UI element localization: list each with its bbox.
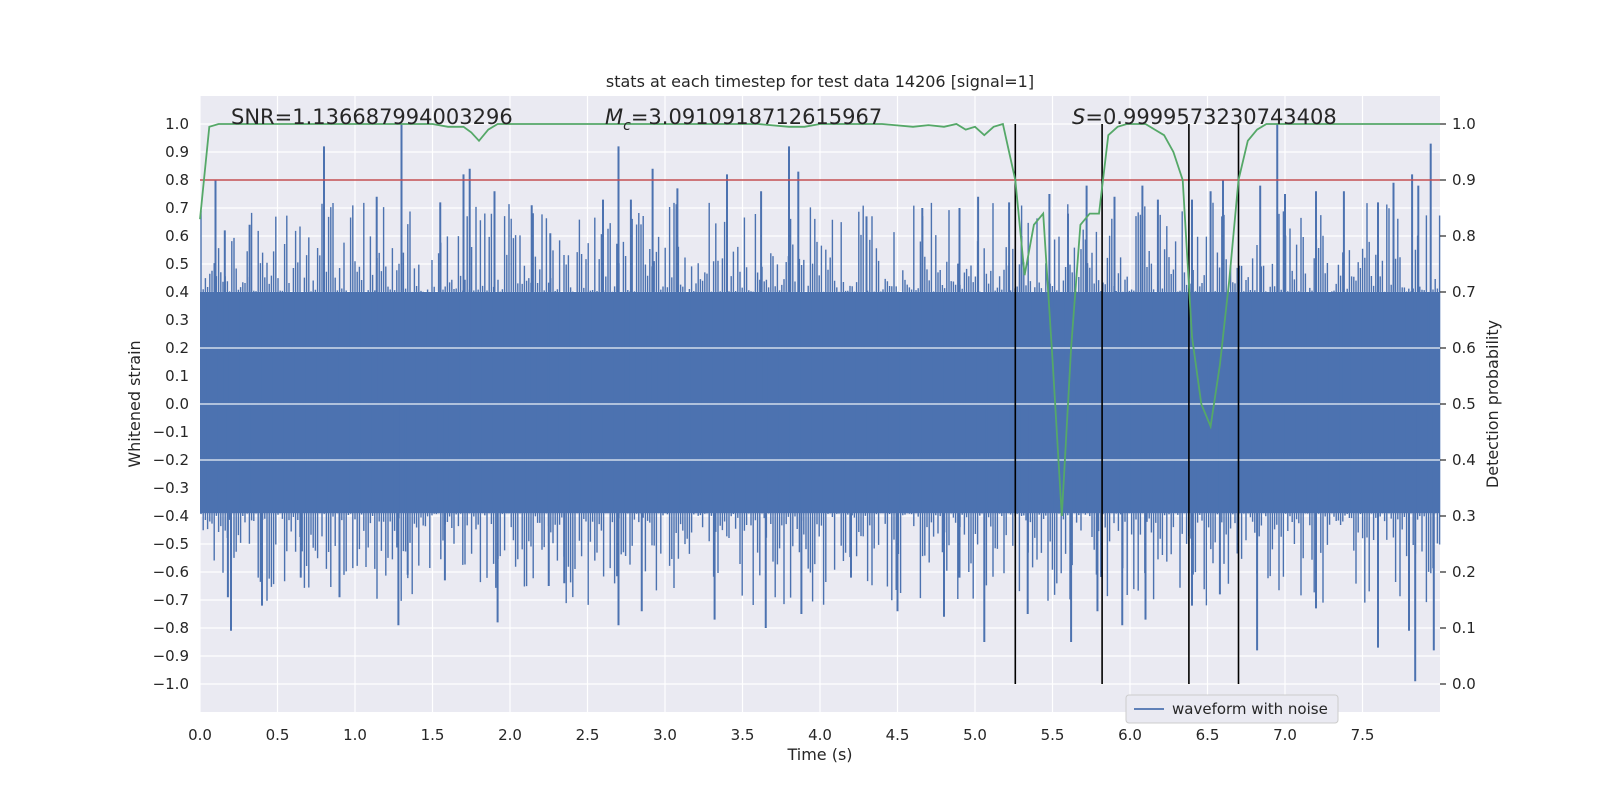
chirp-mass-value: =3.0910918712615967 — [631, 105, 882, 129]
y-tick-label: −0.7 — [153, 591, 189, 609]
y-tick-label: 0.0 — [165, 395, 189, 413]
event-lines — [1014, 124, 1240, 684]
y2-tick-label: 0.1 — [1452, 619, 1476, 637]
x-tick-label: 5.5 — [1041, 726, 1065, 744]
legend-box — [1125, 694, 1339, 724]
y2-tick-label: 0.4 — [1452, 451, 1476, 469]
x-tick-label: 6.5 — [1196, 726, 1220, 744]
y-tick-label: −0.3 — [153, 479, 189, 497]
y2-tick-label: 0.3 — [1452, 507, 1476, 525]
x-tick-label: 0.0 — [188, 726, 212, 744]
chirp-mass-annotation: Mc=3.0910918712615967 — [605, 105, 882, 134]
y2-tick-label: 0.5 — [1452, 395, 1476, 413]
y2-tick-label: 1.0 — [1452, 115, 1476, 133]
y-tick-label: −0.6 — [153, 563, 189, 581]
x-tick-labels: 0.0 0.5 1.0 1.5 2.0 2.5 3.0 3.5 4.0 4.5 5.0 5.5 6.0 6… — [188, 726, 1374, 744]
x-tick-label: 2.5 — [576, 726, 600, 744]
y-tick-label: 0.5 — [165, 255, 189, 273]
y-tick-label: −0.5 — [153, 535, 189, 553]
y-tick-label: 0.9 — [165, 143, 189, 161]
y-tick-labels: 1.0 0.9 0.8 0.7 0.6 0.5 0.4 0.3 0.2 0.1 0.0 −0.1 −0.… — [153, 115, 189, 693]
chirp-mass-symbol: M — [605, 105, 623, 129]
y2-tick-labels: 1.0 0.9 0.8 0.7 0.6 0.5 0.4 0.3 0.2 0.1 0.0 — [1440, 115, 1476, 693]
y-tick-label: −0.9 — [153, 647, 189, 665]
y-axis-label: Whitened strain — [125, 340, 144, 467]
x-tick-label: 5.0 — [963, 726, 987, 744]
x-tick-label: 0.5 — [266, 726, 290, 744]
y-tick-label: 0.6 — [165, 227, 189, 245]
detection-stat-annotation: S=0.9999573230743408 — [1072, 105, 1337, 129]
y-tick-label: 0.4 — [165, 283, 189, 301]
legend: waveform with noise — [1125, 694, 1339, 724]
x-tick-label: 1.0 — [343, 726, 367, 744]
y2-tick-label: 0.8 — [1452, 227, 1476, 245]
y2-tick-label: 0.7 — [1452, 283, 1476, 301]
y-tick-label: −0.1 — [153, 423, 189, 441]
chirp-mass-subscript: c — [623, 118, 631, 134]
y2-axis-label: Detection probability — [1483, 320, 1502, 488]
y2-tick-label: 0.9 — [1452, 171, 1476, 189]
chart-title: stats at each timestep for test data 142… — [606, 72, 1034, 91]
y-tick-label: 0.8 — [165, 171, 189, 189]
x-tick-label: 4.0 — [808, 726, 832, 744]
legend-entry-waveform: waveform with noise — [1172, 700, 1328, 718]
x-tick-label: 6.0 — [1118, 726, 1142, 744]
y2-tick-label: 0.2 — [1452, 563, 1476, 581]
x-tick-label: 7.0 — [1273, 726, 1297, 744]
detection-stat-value: =0.9999573230743408 — [1085, 105, 1336, 129]
y-tick-label: −1.0 — [153, 675, 189, 693]
x-tick-label: 7.5 — [1351, 726, 1375, 744]
y-tick-label: 0.7 — [165, 199, 189, 217]
x-tick-label: 2.0 — [498, 726, 522, 744]
snr-annotation: SNR=1.136687994003296 — [231, 105, 513, 129]
y-tick-label: 0.3 — [165, 311, 189, 329]
x-tick-label: 1.5 — [421, 726, 445, 744]
y-tick-label: −0.2 — [153, 451, 189, 469]
y-tick-label: −0.4 — [153, 507, 189, 525]
y-tick-label: 1.0 — [165, 115, 189, 133]
x-axis-label: Time (s) — [786, 745, 852, 764]
x-tick-label: 4.5 — [886, 726, 910, 744]
y2-tick-label: 0.0 — [1452, 675, 1476, 693]
detection-stat-symbol: S — [1072, 105, 1085, 129]
x-tick-label: 3.0 — [653, 726, 677, 744]
detection-probability-line — [199, 122, 1440, 517]
y-tick-label: 0.1 — [165, 367, 189, 385]
y-tick-label: 0.2 — [165, 339, 189, 357]
y-tick-label: −0.8 — [153, 619, 189, 637]
y2-tick-label: 0.6 — [1452, 339, 1476, 357]
x-tick-label: 3.5 — [731, 726, 755, 744]
